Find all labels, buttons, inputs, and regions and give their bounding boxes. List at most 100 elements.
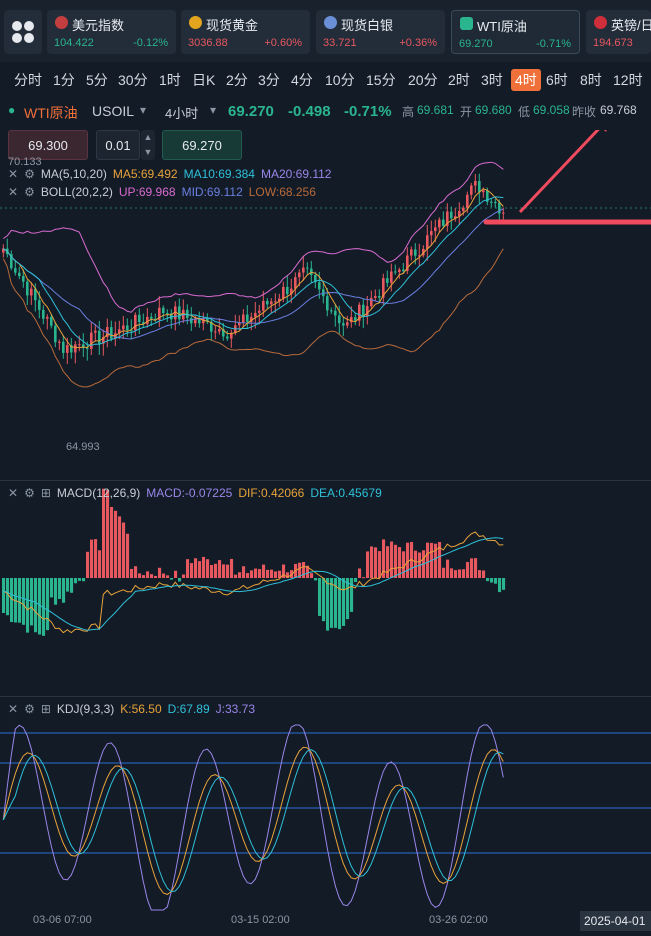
menu-grid-button[interactable] (4, 10, 42, 54)
period-tab[interactable]: 15分 (366, 72, 396, 88)
candle-body (422, 248, 425, 256)
dea-value: DEA:0.45679 (310, 486, 382, 500)
candle-body (334, 310, 337, 316)
candle-body (270, 301, 273, 305)
j-value: J:33.73 (215, 702, 256, 716)
candle-body (370, 297, 373, 307)
close-icon[interactable]: ✕ (8, 167, 19, 181)
period-tab[interactable]: 6时 (546, 72, 568, 88)
candle-body (382, 278, 385, 298)
candle-body (346, 322, 349, 326)
candle-body (194, 318, 197, 324)
kline-chart[interactable] (0, 130, 651, 936)
macd-histogram-bar (58, 578, 62, 599)
ticker-usd-index[interactable]: 美元指数 104.422 -0.12% (47, 10, 176, 54)
period-tab[interactable]: 10分 (325, 72, 355, 88)
quantity-stepper[interactable]: ▲ ▼ (141, 130, 155, 160)
candle-body (290, 288, 293, 295)
macd-histogram-bar (378, 551, 382, 578)
chevron-down-icon[interactable]: ▾ (140, 103, 147, 117)
macd-histogram-bar (450, 568, 454, 578)
settings-icon[interactable]: ⚙ (24, 486, 35, 500)
settings-icon[interactable]: ⚙ (24, 167, 35, 181)
settings-icon[interactable]: ⚙ (24, 185, 35, 199)
quantity-input[interactable]: 0.01 (96, 130, 140, 160)
period-tab[interactable]: 12时 (613, 72, 643, 88)
candle-body (94, 330, 97, 333)
candle-body (14, 268, 17, 273)
candle-body (498, 202, 501, 214)
macd-histogram-bar (346, 578, 350, 620)
candle-body (466, 194, 469, 208)
ticker-gbp-jpy[interactable]: 英镑/日 194.673 (586, 10, 651, 54)
period-tab[interactable]: 2时 (448, 72, 470, 88)
ticker-wti-oil[interactable]: WTI原油 69.270 -0.71% (451, 10, 580, 54)
add-icon[interactable]: ⊞ (40, 702, 51, 716)
symbol-code[interactable]: USOIL (92, 103, 135, 119)
candle-body (354, 317, 357, 321)
period-tab[interactable]: 日K (192, 72, 216, 88)
candle-body (202, 318, 205, 324)
macd-histogram-bar (390, 541, 394, 578)
interval-select[interactable]: 4小时 (165, 106, 199, 121)
divider (0, 696, 651, 697)
period-tab[interactable]: 1分 (53, 72, 75, 88)
macd-histogram-bar (214, 563, 218, 578)
candle-body (322, 289, 325, 297)
period-tab[interactable]: 1时 (159, 72, 181, 88)
period-tab[interactable]: 4分 (291, 72, 313, 88)
bulb-icon: ● (8, 103, 16, 117)
macd-histogram-bar (438, 542, 442, 578)
candle-body (494, 201, 497, 203)
macd-histogram-bar (306, 565, 310, 578)
settings-icon[interactable]: ⚙ (24, 702, 35, 716)
candle-body (258, 310, 261, 313)
sell-price-box[interactable]: 69.300 (8, 130, 88, 160)
period-tab[interactable]: 3时 (481, 72, 503, 88)
symbol-name[interactable]: WTI原油 (24, 105, 78, 121)
candle-body (254, 312, 257, 317)
period-tab[interactable]: 30分 (118, 72, 148, 88)
boll-mid-line (3, 208, 504, 340)
macd-histogram-bar (314, 578, 318, 581)
period-tab[interactable]: 20分 (408, 72, 438, 88)
period-tab[interactable]: 4时 (511, 69, 541, 91)
close-icon[interactable]: ✕ (8, 702, 19, 716)
ma10-value: MA10:69.384 (183, 167, 255, 181)
close-icon[interactable]: ✕ (8, 486, 19, 500)
macd-histogram-bar (338, 578, 342, 630)
crosshair-date-box: 2025-04-01 (580, 911, 651, 931)
add-icon[interactable]: ⊞ (40, 486, 51, 500)
macd-histogram-bar (350, 578, 354, 612)
macd-histogram-bar (298, 562, 302, 578)
candle-body (378, 296, 381, 298)
chevron-down-icon[interactable]: ▾ (210, 103, 217, 117)
buy-price-box[interactable]: 69.270 (162, 130, 242, 160)
macd-histogram-bar (498, 578, 502, 593)
candle-body (82, 344, 85, 349)
ticker-name: 美元指数 (72, 18, 125, 33)
us-flag-icon (55, 16, 68, 29)
candle-body (486, 190, 489, 202)
macd-histogram-bar (122, 522, 126, 578)
macd-histogram-bar (6, 578, 10, 616)
ticker-name: 英镑/日 (611, 18, 651, 33)
macd-histogram-bar (178, 578, 182, 582)
period-tab[interactable]: 8时 (580, 72, 602, 88)
ticker-gold[interactable]: 现货黄金 3036.88 +0.60% (181, 10, 310, 54)
macd-histogram-bar (318, 578, 322, 616)
period-tab[interactable]: 2分 (226, 72, 248, 88)
macd-histogram-bar (238, 572, 242, 578)
period-tab[interactable]: 分时 (14, 72, 42, 88)
candle-body (78, 344, 81, 346)
candle-body (350, 317, 353, 323)
period-tab[interactable]: 5分 (86, 72, 108, 88)
candle-body (394, 271, 397, 273)
ticker-silver[interactable]: 现货白银 33.721 +0.36% (316, 10, 445, 54)
macd-histogram-bar (374, 547, 378, 578)
candle-body (218, 329, 221, 332)
candle-body (2, 248, 5, 253)
period-tab[interactable]: 3分 (258, 72, 280, 88)
close-icon[interactable]: ✕ (8, 185, 19, 199)
macd-histogram-bar (402, 551, 406, 578)
